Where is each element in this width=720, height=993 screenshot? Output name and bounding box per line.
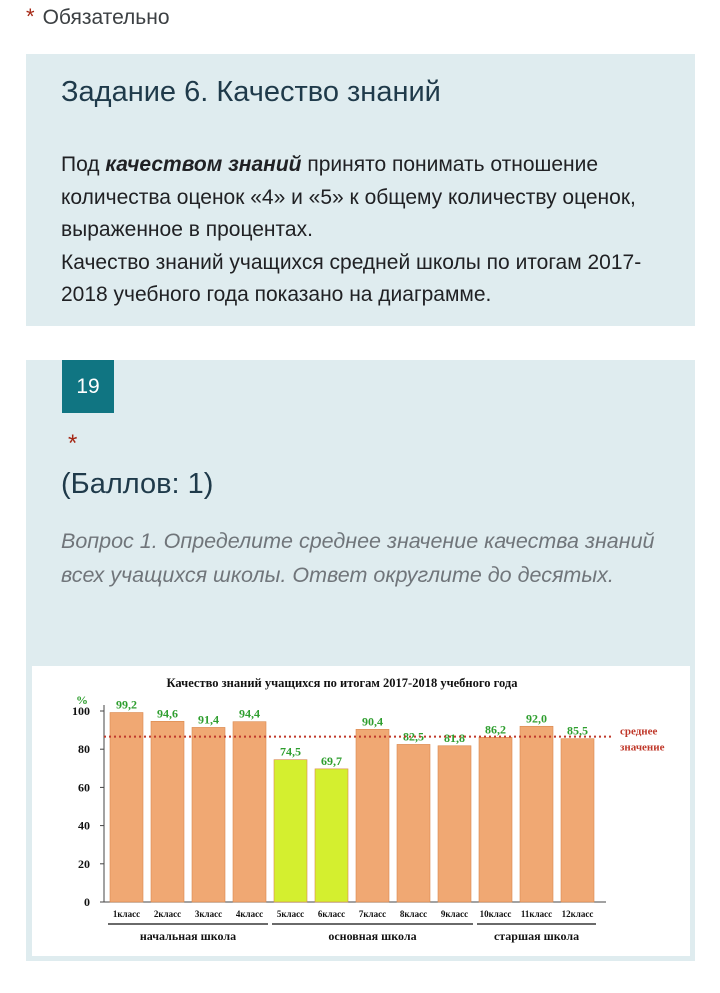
category-label: 4класс bbox=[236, 909, 263, 919]
value-label: 94,6 bbox=[157, 706, 178, 720]
value-label: 99,2 bbox=[116, 698, 137, 712]
category-label: 5класс bbox=[277, 909, 304, 919]
group-label: основная школа bbox=[328, 929, 416, 943]
y-axis-unit: % bbox=[76, 693, 88, 707]
average-label-2: значение bbox=[620, 742, 665, 754]
average-label-1: среднее bbox=[620, 726, 658, 738]
group-label: начальная школа bbox=[140, 929, 236, 943]
value-label: 90,4 bbox=[362, 714, 383, 728]
question-number-badge: 19 bbox=[62, 360, 114, 413]
bar-1класс bbox=[109, 712, 144, 903]
value-label: 86,2 bbox=[485, 722, 506, 736]
value-label: 69,7 bbox=[321, 754, 342, 768]
quality-bar-chart: Качество знаний учащихся по итогам 2017-… bbox=[72, 676, 665, 943]
bar-8класс bbox=[396, 744, 431, 903]
value-label: 91,4 bbox=[198, 712, 219, 726]
bar-11класс bbox=[519, 725, 554, 903]
desc-pre: Под bbox=[61, 153, 106, 176]
desc-post: принято понимать отношение количества оц… bbox=[61, 153, 636, 241]
category-label: 12класс bbox=[562, 909, 594, 919]
category-label: 6класс bbox=[318, 909, 345, 919]
category-label: 2класс bbox=[154, 909, 181, 919]
y-tick-label: 20 bbox=[78, 857, 90, 871]
bar-4класс bbox=[232, 721, 267, 903]
y-tick-label: 0 bbox=[84, 895, 90, 909]
desc-bold-term: качеством знаний bbox=[105, 153, 302, 176]
required-star-question: * bbox=[68, 430, 78, 457]
y-tick-label: 100 bbox=[72, 704, 90, 718]
value-label: 74,5 bbox=[280, 745, 301, 759]
question-points: (Баллов: 1) bbox=[61, 468, 214, 500]
y-tick-label: 40 bbox=[78, 819, 90, 833]
y-tick-label: 60 bbox=[78, 780, 90, 794]
bar-5класс bbox=[273, 759, 308, 903]
value-label: 82,5 bbox=[403, 729, 424, 743]
category-label: 3класс bbox=[195, 909, 222, 919]
question-card: 19 * (Баллов: 1) Вопрос 1. Определите ср… bbox=[26, 360, 695, 961]
bar-6класс bbox=[314, 768, 349, 903]
task-description: Под качеством знаний принято понимать от… bbox=[61, 149, 681, 312]
chart-title: Качество знаний учащихся по итогам 2017-… bbox=[167, 676, 519, 690]
category-label: 11класс bbox=[521, 909, 552, 919]
bar-2класс bbox=[150, 721, 185, 903]
bar-3класс bbox=[191, 727, 226, 903]
chart-image: Качество знаний учащихся по итогам 2017-… bbox=[32, 666, 690, 956]
y-tick-label: 80 bbox=[78, 742, 90, 756]
bar-7класс bbox=[355, 729, 390, 903]
group-label: старшая школа bbox=[494, 929, 579, 943]
required-note: * Обязательно bbox=[26, 4, 170, 30]
category-label: 1класс bbox=[113, 909, 140, 919]
category-label: 9класс bbox=[441, 909, 468, 919]
desc-line2: Качество знаний учащихся средней школы п… bbox=[61, 250, 642, 307]
task-title: Задание 6. Качество знаний bbox=[61, 76, 441, 108]
category-label: 10класс bbox=[480, 909, 512, 919]
question-text: Вопрос 1. Определите среднее значение ка… bbox=[61, 529, 655, 587]
bar-9класс bbox=[437, 745, 472, 903]
bar-10класс bbox=[478, 737, 513, 903]
bar-12класс bbox=[560, 738, 595, 903]
category-label: 7класс bbox=[359, 909, 386, 919]
required-text: Обязательно bbox=[42, 6, 170, 29]
task-card: Задание 6. Качество знаний Под качеством… bbox=[26, 54, 695, 326]
category-label: 8класс bbox=[400, 909, 427, 919]
value-label: 94,4 bbox=[239, 707, 260, 721]
value-label: 92,0 bbox=[526, 711, 547, 725]
value-label: 85,5 bbox=[567, 724, 588, 738]
value-label: 81,8 bbox=[444, 731, 465, 745]
required-star: * bbox=[26, 4, 35, 29]
